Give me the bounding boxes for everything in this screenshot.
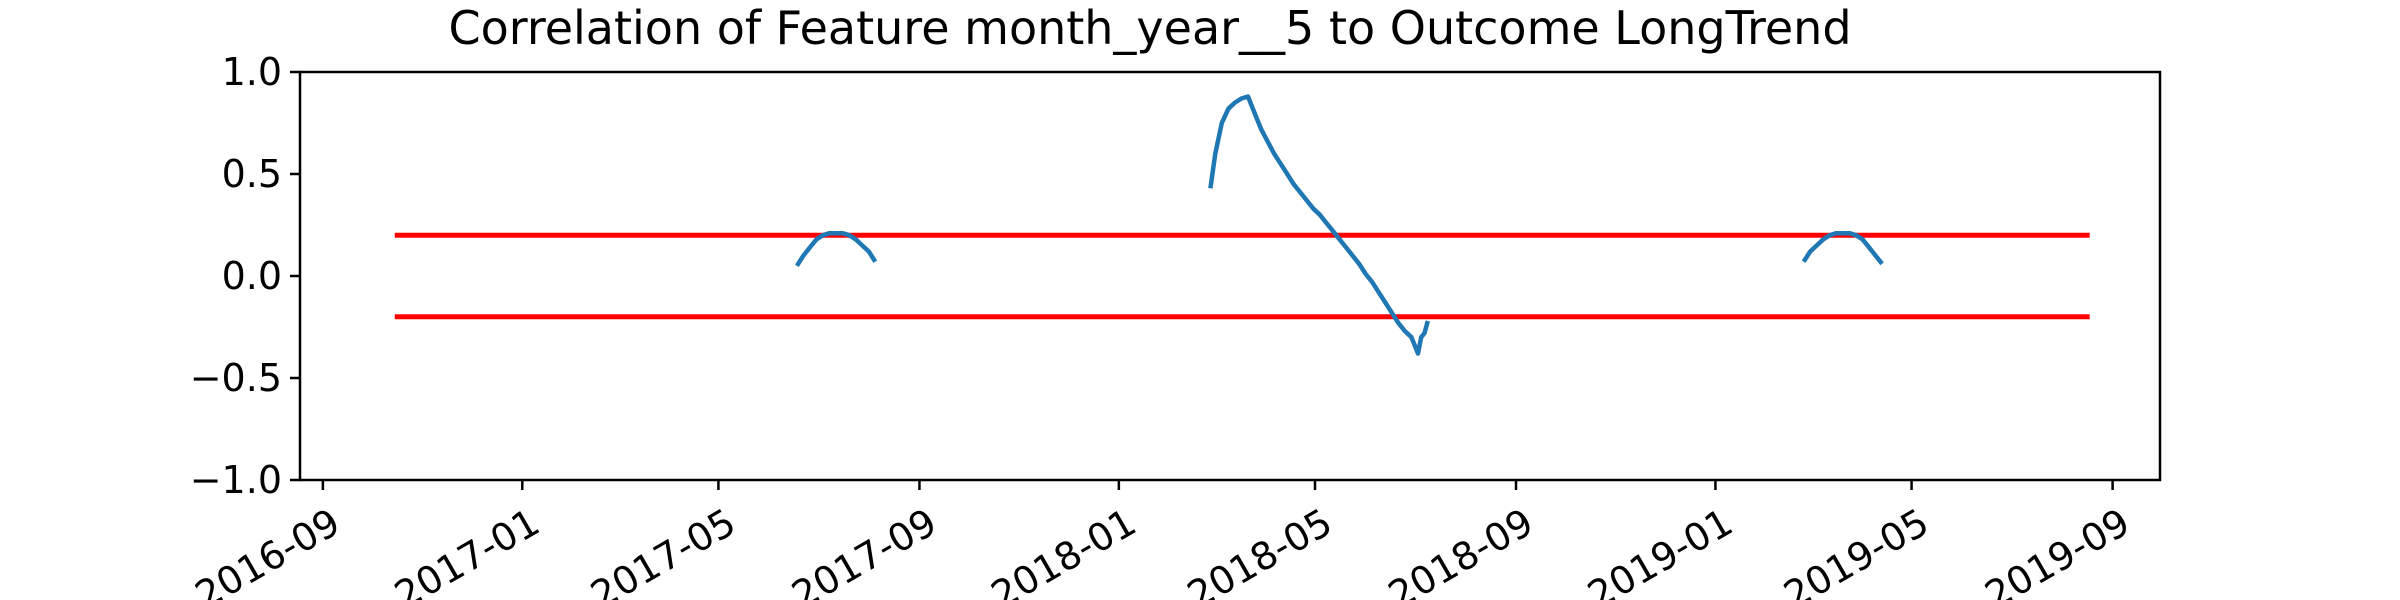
x-tick-label: 2019-05 <box>1777 500 1937 600</box>
chart-title: Correlation of Feature month_year__5 to … <box>448 1 1851 55</box>
y-tick-label: 1.0 <box>222 50 282 94</box>
y-tick-label: 0.5 <box>222 152 282 196</box>
x-tick-label: 2018-09 <box>1381 500 1541 600</box>
x-tick-label: 2019-09 <box>1978 500 2138 600</box>
x-tick-label: 2016-09 <box>188 500 348 600</box>
x-tick-label: 2017-05 <box>583 500 743 600</box>
x-tick-label: 2017-09 <box>784 500 944 600</box>
series-segment-1 <box>795 230 878 268</box>
plot-area: −1.0 −0.5 0.0 0.5 1.0 2016-09 2017-01 2017-05 20… <box>188 50 2162 600</box>
y-tick-label: −1.0 <box>190 458 282 502</box>
x-tick-label: 2017-01 <box>387 500 547 600</box>
plot-frame <box>298 70 2162 482</box>
y-tick-label: −0.5 <box>190 356 282 400</box>
x-tick-label: 2018-05 <box>1180 500 1340 600</box>
y-tick-label: 0.0 <box>222 254 282 298</box>
x-tick-label: 2018-01 <box>984 500 1144 600</box>
series-segment-3 <box>1801 230 1884 266</box>
x-tick-label: 2019-01 <box>1580 500 1740 600</box>
series-segment-2 <box>1208 94 1430 356</box>
